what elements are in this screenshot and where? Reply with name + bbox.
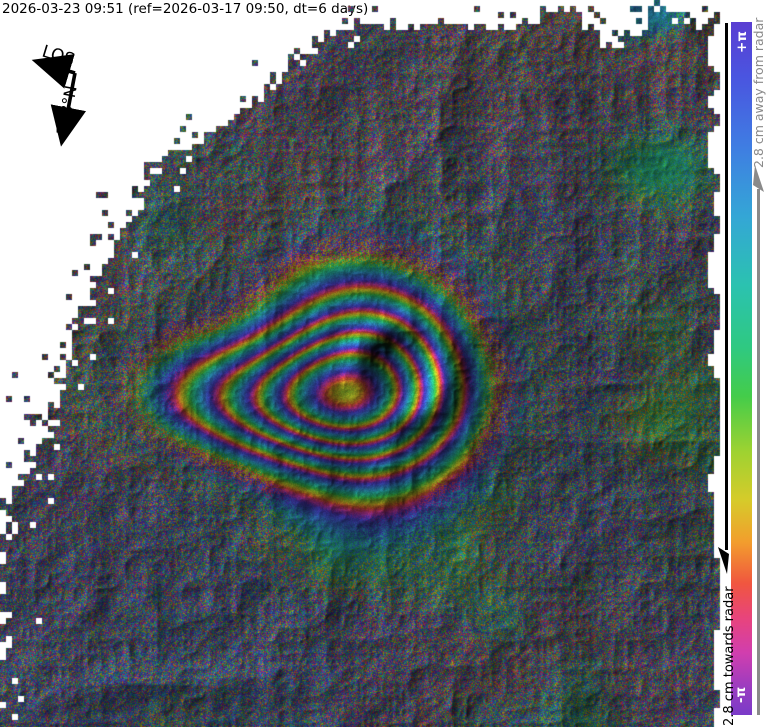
los-arrow: [31, 54, 76, 89]
interferogram-map: [0, 0, 723, 727]
away-from-radar-arrow-shaft: [757, 189, 760, 715]
towards-radar-label: 2.8 cm towards radar: [722, 586, 737, 726]
plus-pi-label: +π: [734, 31, 750, 53]
los-label: LOS: [40, 42, 77, 71]
colorbar-gradient: [731, 22, 752, 715]
away-from-radar-label: 2.8 cm away from radar: [751, 17, 766, 168]
towards-radar-arrowhead-icon: [718, 547, 729, 574]
heading-label: -168°N: [51, 84, 80, 143]
los-compass: LOS -168°N: [31, 42, 87, 147]
away-from-radar-arrowhead-icon: [753, 165, 764, 192]
towards-radar-arrow-shaft: [725, 23, 728, 550]
heading-arrow: [50, 72, 87, 147]
colorbar-top-tick: +π: [731, 26, 752, 58]
